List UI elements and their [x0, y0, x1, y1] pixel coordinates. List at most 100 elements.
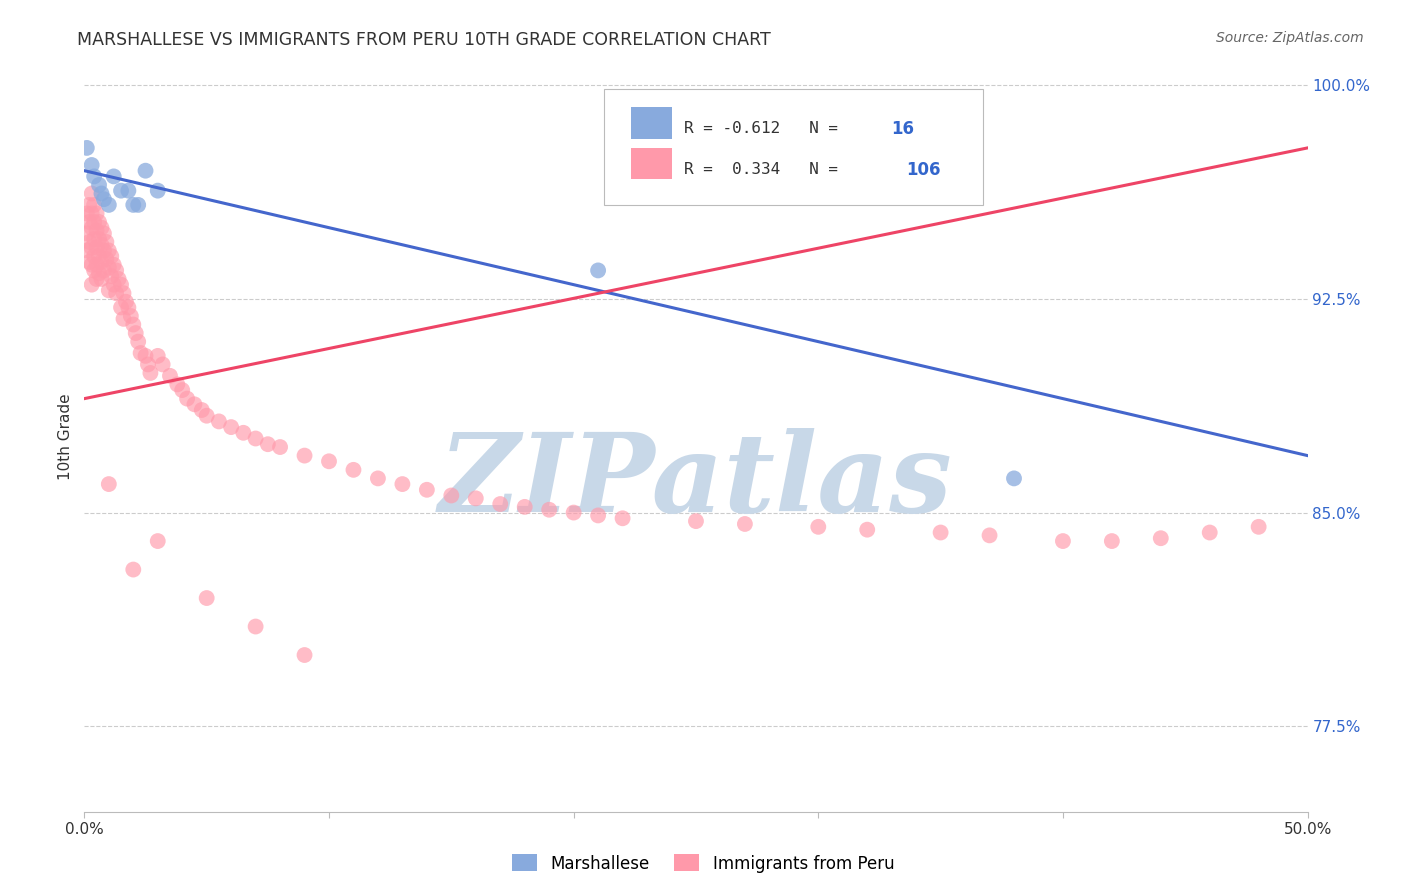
Point — [93, 244, 115, 258]
Point — [191, 403, 214, 417]
Point — [83, 232, 105, 246]
Point — [77, 215, 100, 229]
Point — [90, 237, 112, 252]
Point — [83, 215, 105, 229]
Point — [97, 198, 120, 212]
Point — [80, 206, 103, 220]
Point — [117, 301, 139, 315]
Point — [586, 263, 609, 277]
FancyBboxPatch shape — [631, 148, 672, 179]
Point — [152, 358, 174, 372]
Point — [269, 440, 291, 454]
Point — [146, 349, 169, 363]
Point — [77, 235, 100, 249]
Point — [76, 227, 98, 241]
Point — [87, 232, 110, 246]
Point — [87, 215, 110, 229]
Point — [464, 491, 486, 506]
Point — [135, 349, 157, 363]
Point — [83, 249, 105, 263]
Text: ZIPatlas: ZIPatlas — [439, 428, 953, 536]
Point — [586, 508, 609, 523]
Point — [734, 516, 756, 531]
Point — [159, 368, 181, 383]
Point — [90, 186, 112, 201]
Point — [90, 272, 112, 286]
Point — [103, 258, 125, 272]
Text: R =  0.334   N =: R = 0.334 N = — [683, 162, 848, 178]
Point — [83, 263, 105, 277]
Point — [97, 477, 120, 491]
Point — [166, 377, 188, 392]
Text: R = -0.612   N =: R = -0.612 N = — [683, 121, 848, 136]
Point — [105, 263, 128, 277]
Point — [86, 206, 108, 220]
Point — [80, 258, 103, 272]
Point — [105, 286, 128, 301]
Point — [77, 255, 100, 269]
Point — [856, 523, 879, 537]
Point — [97, 260, 120, 275]
Text: 16: 16 — [891, 120, 915, 137]
Point — [1150, 531, 1173, 545]
Point — [807, 520, 830, 534]
Point — [129, 346, 152, 360]
Point — [83, 169, 105, 184]
Point — [685, 514, 707, 528]
Point — [342, 463, 364, 477]
Point — [489, 497, 512, 511]
Point — [110, 301, 132, 315]
Point — [416, 483, 439, 497]
Point — [80, 158, 103, 172]
Point — [110, 277, 132, 292]
Text: MARSHALLESE VS IMMIGRANTS FROM PERU 10TH GRADE CORRELATION CHART: MARSHALLESE VS IMMIGRANTS FROM PERU 10TH… — [77, 31, 770, 49]
Point — [87, 266, 110, 280]
Y-axis label: 10th Grade: 10th Grade — [58, 393, 73, 481]
Point — [139, 366, 162, 380]
Legend: Marshallese, Immigrants from Peru: Marshallese, Immigrants from Peru — [505, 847, 901, 880]
Point — [172, 383, 194, 397]
Point — [110, 184, 132, 198]
Point — [90, 220, 112, 235]
Point — [90, 255, 112, 269]
FancyBboxPatch shape — [605, 88, 983, 205]
Point — [257, 437, 280, 451]
Point — [80, 277, 103, 292]
Point — [1198, 525, 1220, 540]
Point — [120, 309, 142, 323]
Point — [208, 414, 231, 428]
Point — [318, 454, 340, 468]
Point — [195, 409, 218, 423]
Point — [391, 477, 413, 491]
Point — [219, 420, 242, 434]
Point — [97, 244, 120, 258]
Point — [100, 269, 122, 284]
Point — [979, 528, 1001, 542]
Point — [294, 449, 316, 463]
Point — [86, 223, 108, 237]
Point — [245, 432, 267, 446]
Point — [80, 220, 103, 235]
Point — [86, 258, 108, 272]
Point — [1002, 471, 1025, 485]
Point — [76, 141, 98, 155]
Point — [107, 272, 129, 286]
Point — [440, 488, 463, 502]
Point — [87, 249, 110, 263]
Point — [294, 648, 316, 662]
Point — [80, 241, 103, 255]
Point — [538, 502, 561, 516]
Point — [367, 471, 389, 485]
Point — [232, 425, 254, 440]
Point — [77, 198, 100, 212]
Point — [93, 263, 115, 277]
FancyBboxPatch shape — [631, 107, 672, 138]
Point — [86, 241, 108, 255]
Point — [117, 184, 139, 198]
Text: 106: 106 — [907, 161, 941, 179]
Point — [97, 284, 120, 298]
Point — [76, 206, 98, 220]
Point — [103, 277, 125, 292]
Point — [96, 235, 118, 249]
Point — [135, 163, 157, 178]
